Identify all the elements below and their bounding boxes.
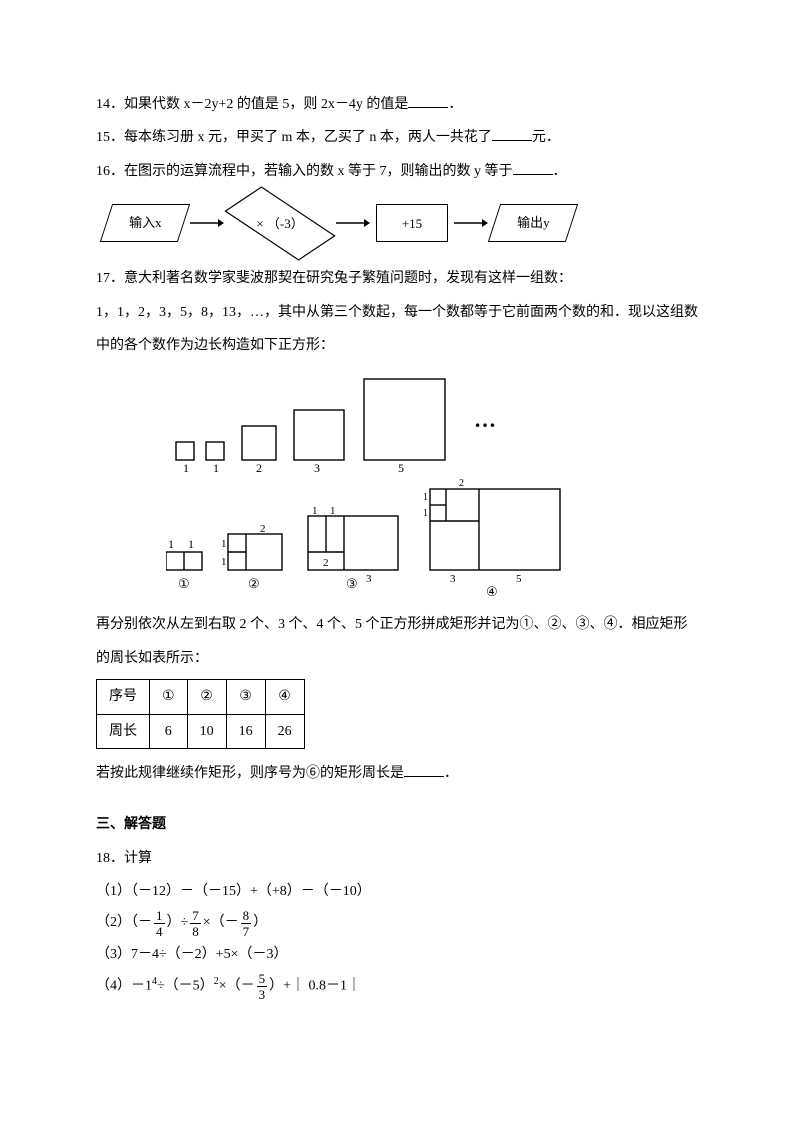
arrow-icon [454,216,488,230]
c2d: ） [253,915,267,930]
c4d: ）+｜ 0.8－1｜ [269,979,361,994]
q17-l6: 若按此规律继续作矩形，则序号为⑥的矩形周长是 ． [96,759,704,788]
cell: 周长 [97,714,150,748]
cell: 序号 [97,680,150,714]
q16-text: 16．在图示的运算流程中，若输入的数 x 等于 7，则输出的数 y 等于 [96,164,513,179]
q17-l2: 1，1，2，3，5，8，13，…，其中从第三个数起，每一个数都等于它前面两个数的… [96,298,704,327]
table-row: 周长 6 10 16 26 [97,714,305,748]
q18-4: （4）－14÷（－5）2×（－53）+｜ 0.8－1｜ [96,971,704,1001]
flow-input: 输入x [100,204,190,242]
arrow-icon [190,216,224,230]
q18-2: （2）（－14）÷78×（－87） [96,908,704,937]
q16: 16．在图示的运算流程中，若输入的数 x 等于 7，则输出的数 y 等于 ． [96,157,704,186]
lbl: 1 [330,505,336,517]
q17-blank[interactable] [404,763,444,777]
arrow-icon [336,216,370,230]
q16-end: ． [553,164,567,179]
flowchart: 输入x × （-3） +15 输出y [106,198,704,248]
q17-l4: 再分别依次从左到右取 2 个、3 个、4 个、5 个正方形拼成矩形并记为①、②、… [96,610,704,639]
frac-8-7: 87 [241,909,252,938]
circ: ① [178,576,190,591]
lbl: 2 [459,478,464,489]
flow-output: 输出y [488,204,578,242]
circ: ③ [346,576,358,591]
q15-end: 元． [532,130,560,145]
cell: 26 [265,714,304,748]
circ: ② [248,576,260,591]
flow-add: +15 [376,204,448,242]
c2c: ×（－ [203,915,239,930]
q14: 14．如果代数 x－2y+2 的值是 5，则 2x－4y 的值是 ． [96,90,704,119]
q14-end: ． [448,97,462,112]
cell: 6 [150,714,188,748]
q15: 15．每本练习册 x 元，甲买了 m 本，乙买了 n 本，两人一共花了 元． [96,123,704,152]
lbl: 2 [256,461,262,475]
frac-7-8: 78 [190,909,201,938]
lbl: 1 [213,461,219,475]
lbl: 1 [168,537,174,551]
flow-add-label: +15 [402,210,422,237]
perimeter-table: 序号 ① ② ③ ④ 周长 6 10 16 26 [96,679,305,749]
table-row: 序号 ① ② ③ ④ [97,680,305,714]
lbl: 3 [314,461,320,475]
q18-3: （3）7－4÷（－2）+5×（－3） [96,940,704,969]
flow-input-label: 输入x [129,210,162,237]
q14-text: 14．如果代数 x－2y+2 的值是 5，则 2x－4y 的值是 [96,97,408,112]
lbl: 3 [450,573,456,585]
c2a: （2）（－ [96,915,152,930]
lbl: 1 [221,538,227,550]
q17-l3: 中的各个数作为边长构造如下正方形： [96,331,704,360]
fibonacci-figure: 1 1 2 3 5 … 1 1 ① 1 1 2 ② 1 1 2 3 ③ 1 1 … [166,372,626,602]
cell: ① [150,680,188,714]
c4a: （4）－1 [96,979,152,994]
q17-l6-end: ． [444,766,458,781]
q17-l5: 的周长如表所示： [96,644,704,673]
cell: ② [187,680,226,714]
q14-blank[interactable] [408,94,448,108]
flow-mul: × （-3） [230,198,330,248]
lbl: 1 [423,492,428,503]
cell: 16 [226,714,265,748]
dots: … [474,407,496,432]
lbl: 1 [188,537,194,551]
flow-mul-label: × （-3） [256,210,303,237]
c4c: ×（－ [219,979,255,994]
q18-1: （1）（－12）－（－15）+（+8）－（－10） [96,877,704,906]
section3-title: 三、解答题 [96,810,704,839]
circ: ④ [486,584,498,599]
lbl: 5 [516,573,522,585]
q18: 18．计算 [96,844,704,873]
q15-text: 15．每本练习册 x 元，甲买了 m 本，乙买了 n 本，两人一共花了 [96,130,492,145]
q15-blank[interactable] [492,127,532,141]
lbl: 5 [398,461,404,475]
frac-1-4: 14 [154,909,165,938]
lbl: 1 [423,508,428,519]
lbl: 2 [260,523,266,535]
flow-output-label: 输出y [517,210,550,237]
lbl: 1 [183,461,189,475]
c2b: ）÷ [167,915,189,930]
q17-l6-text: 若按此规律继续作矩形，则序号为⑥的矩形周长是 [96,766,404,781]
c4b: ÷（－5） [157,979,214,994]
fibonacci-svg: 1 1 2 3 5 … 1 1 ① 1 1 2 ② 1 1 2 3 ③ 1 1 … [166,372,626,602]
q16-blank[interactable] [513,161,553,175]
cell: ③ [226,680,265,714]
q17-l1: 17．意大利著名数学家斐波那契在研究兔子繁殖问题时，发现有这样一组数： [96,264,704,293]
lbl: 2 [323,557,329,569]
frac-5-3: 53 [257,972,268,1001]
lbl: 1 [312,505,318,517]
cell: ④ [265,680,304,714]
lbl: 3 [366,573,372,585]
cell: 10 [187,714,226,748]
q18-list: （1）（－12）－（－15）+（+8）－（－10） （2）（－14）÷78×（－… [96,877,704,1001]
lbl: 1 [221,556,227,568]
